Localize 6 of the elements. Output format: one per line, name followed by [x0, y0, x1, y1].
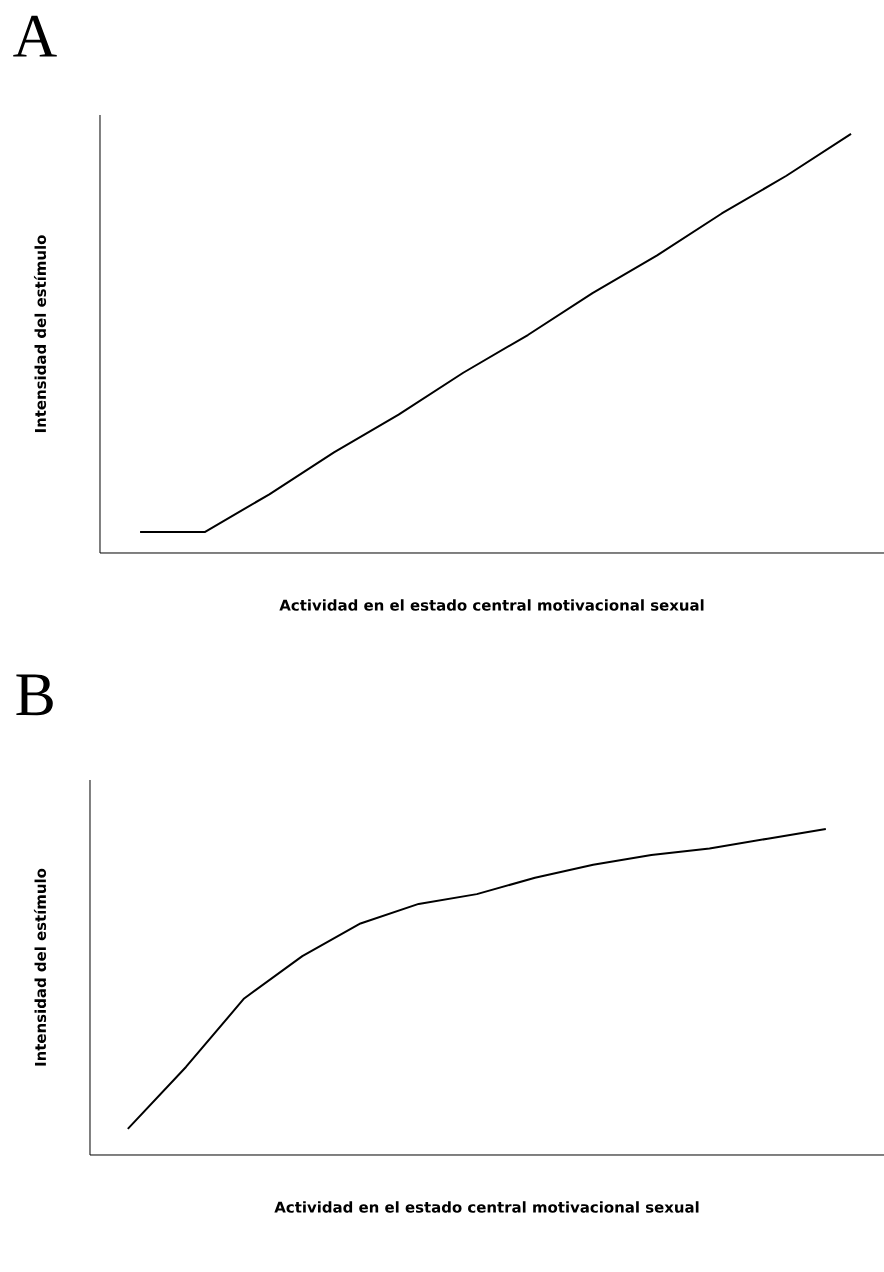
y-axis-title: Intensidad del estímulo: [33, 235, 47, 433]
chart-title: A: [13, 15, 57, 57]
x-axis-title: Actividad en el estado central motivacional sexual: [279, 599, 704, 611]
chart-title: B: [16, 674, 53, 716]
x-axis-title: Actividad en el estado central motivacional sexual: [274, 1201, 699, 1213]
y-axis-title: Intensidad del estímulo: [33, 868, 47, 1066]
